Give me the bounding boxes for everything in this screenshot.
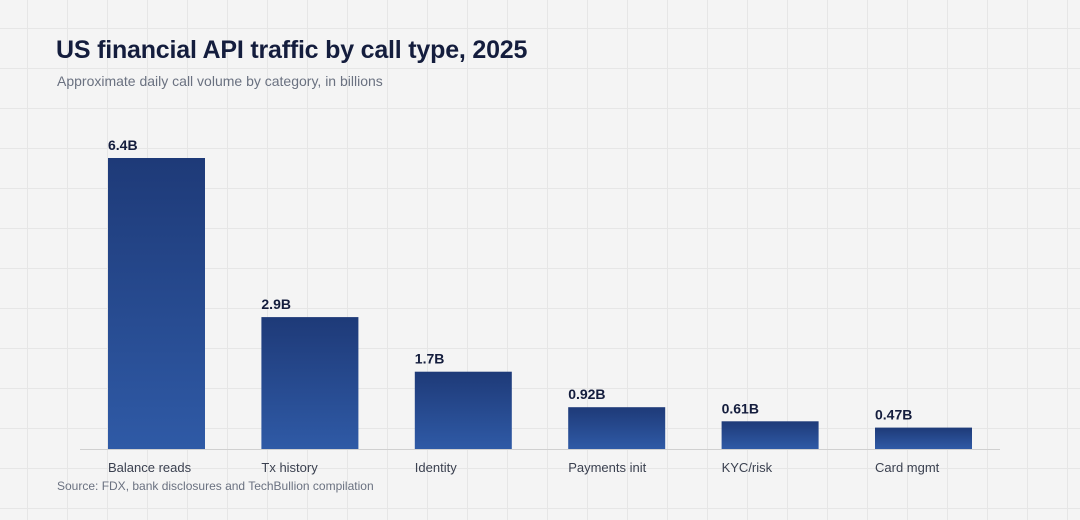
category-label: Payments init xyxy=(568,460,646,475)
category-label: Tx history xyxy=(261,460,318,475)
bar-identity xyxy=(414,371,512,449)
bar-card-mgmt xyxy=(875,427,972,449)
chart-source: Source: FDX, bank disclosures and TechBu… xyxy=(57,479,374,493)
category-label: Balance reads xyxy=(108,460,192,475)
value-label: 6.4B xyxy=(108,137,138,153)
value-label: 2.9B xyxy=(261,296,291,312)
category-label: Identity xyxy=(415,460,457,475)
value-label: 1.7B xyxy=(415,351,445,367)
value-label: 0.47B xyxy=(875,407,912,423)
bar-payments-init xyxy=(568,407,666,449)
chart-subtitle: Approximate daily call volume by categor… xyxy=(57,73,383,89)
category-label: Card mgmt xyxy=(875,460,940,475)
bar-tx-history xyxy=(261,317,359,449)
chart-title: US financial API traffic by call type, 2… xyxy=(56,36,528,64)
category-label: KYC/risk xyxy=(722,460,773,475)
value-label: 0.92B xyxy=(568,386,605,402)
bar-balance-reads xyxy=(108,158,205,449)
bar-kyc-risk xyxy=(721,421,819,449)
value-label: 0.61B xyxy=(722,400,759,416)
